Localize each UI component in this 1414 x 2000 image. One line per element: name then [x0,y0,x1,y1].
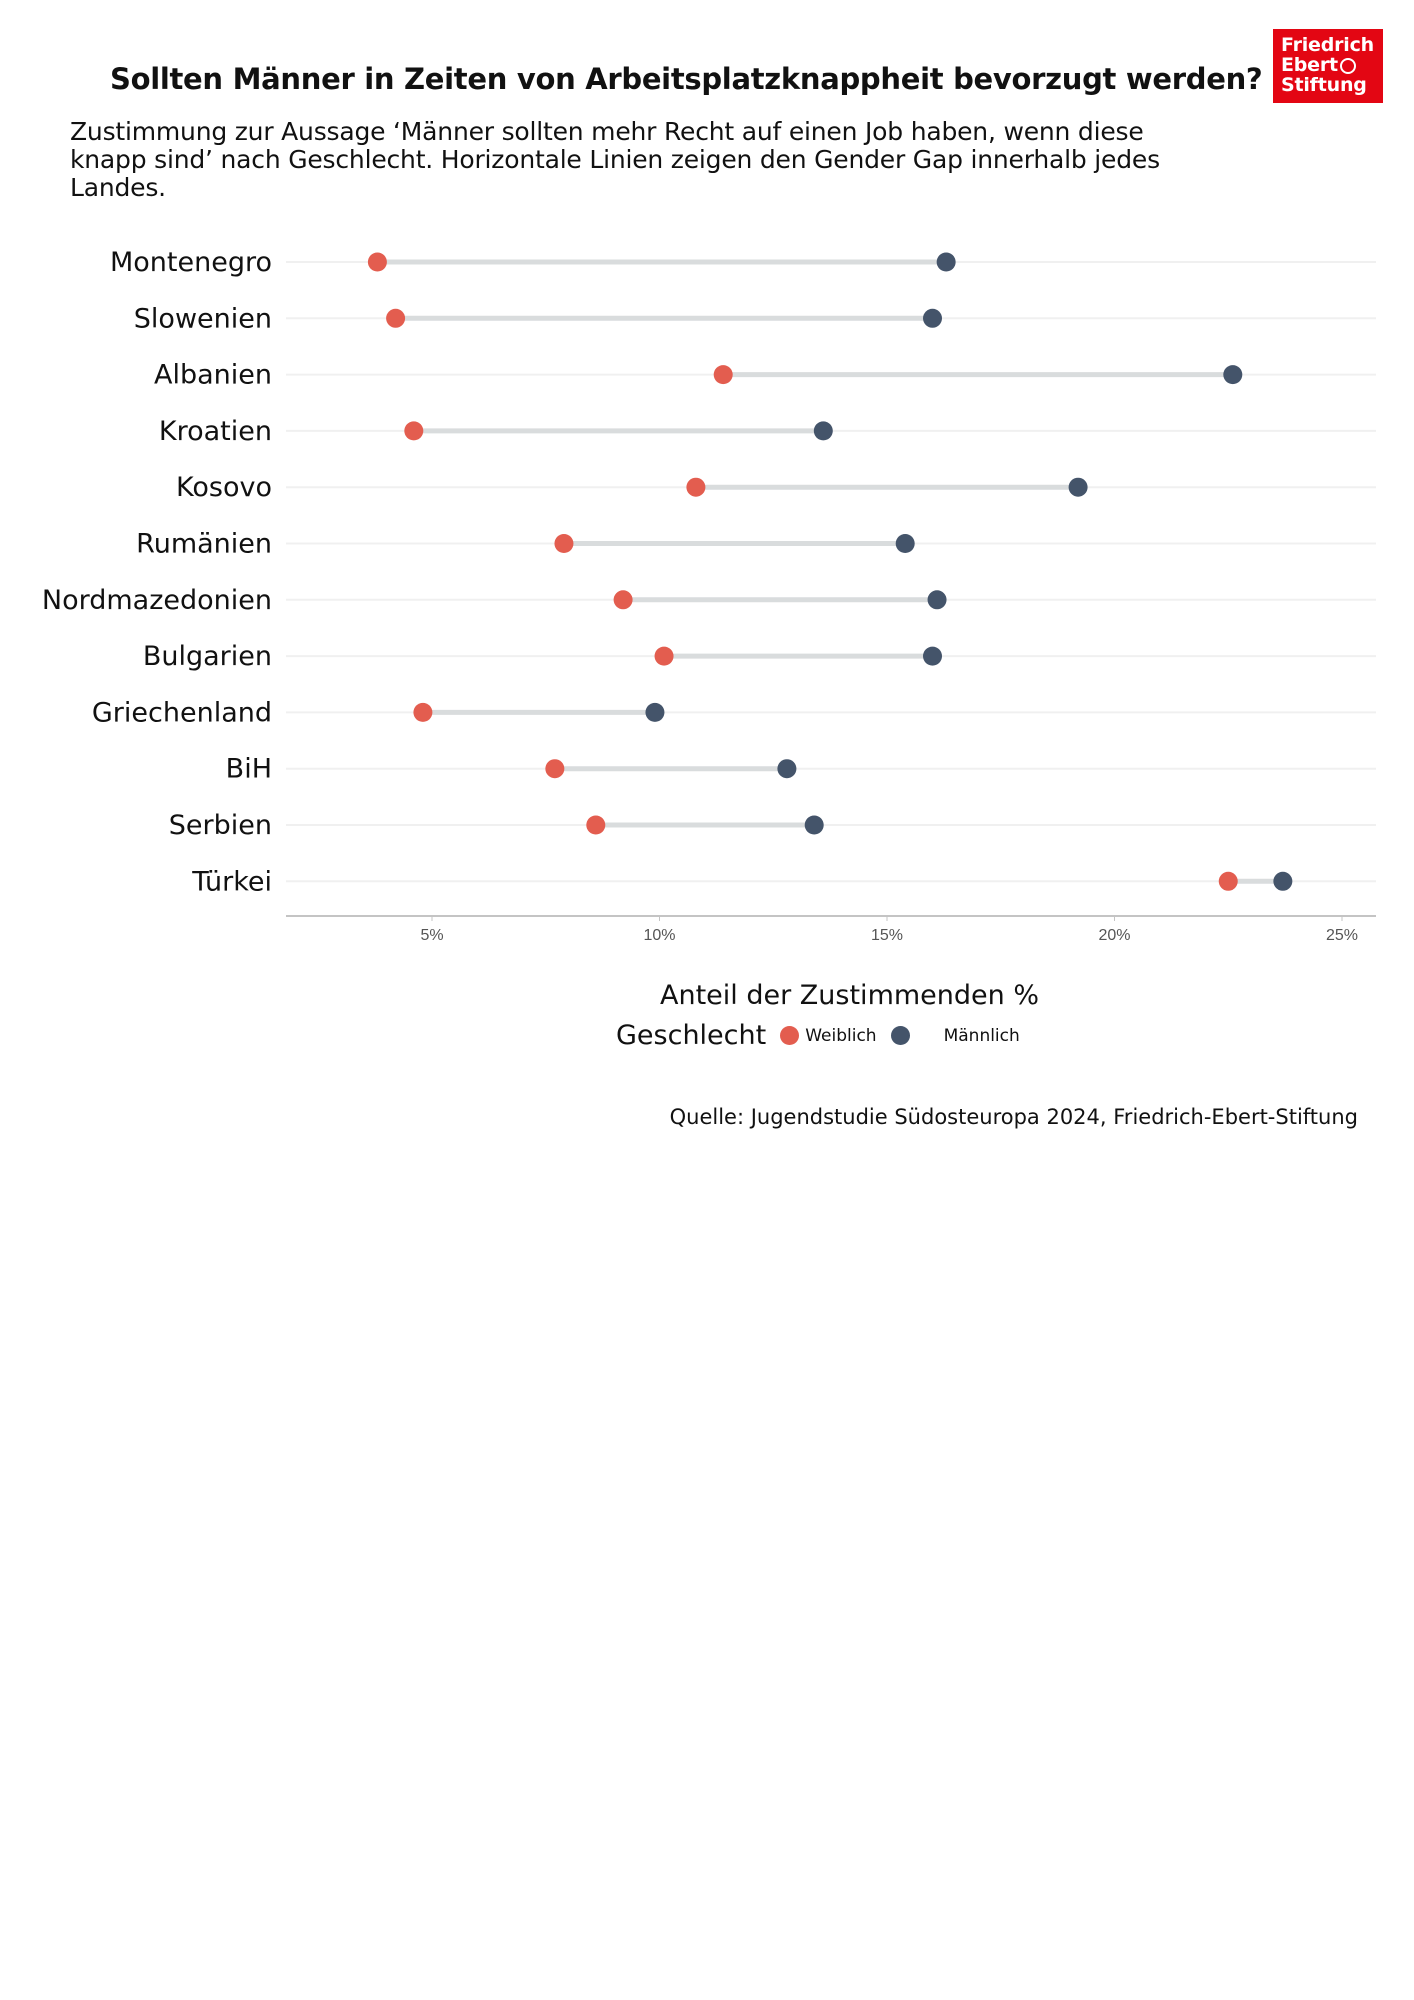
country-labels: Montenegro Slowenien Albanien Kroatien Kosov… [42,247,272,897]
country-label: Serbien [169,810,272,841]
dot-weiblich [404,421,424,441]
chart-title: Sollten Männer in Zeiten von Arbeitsplat… [110,62,1263,96]
x-axis: 5% 10% 15% 20% 25% [286,915,1376,944]
dot-weiblich [654,646,674,666]
gap-lines [377,259,1283,884]
source-note: Quelle: Jugendstudie Südosteuropa 2024, … [669,1105,1358,1129]
dot-maennlich [923,308,942,328]
country-label: BiH [226,754,272,785]
dot-weiblich [554,534,574,553]
country-label: Albanien [154,360,272,391]
legend-label-maennlich: Männlich [943,1025,1020,1046]
dot-maennlich [804,815,824,835]
dot-weiblich [1218,871,1238,891]
dot-maennlich [777,759,797,779]
country-label: Kosovo [176,472,272,503]
dot-weiblich [713,365,733,385]
country-label: Slowenien [134,303,272,334]
dot-weiblich [386,308,406,328]
country-label: Griechenland [92,697,272,728]
dot-weiblich [613,590,633,610]
dot-maennlich [923,646,942,666]
dot-maennlich [1068,477,1088,497]
dot-maennlich [813,421,833,441]
dot-maennlich [927,590,947,610]
country-label: Kroatien [159,416,272,447]
grid-lines [286,261,1376,883]
chart-subtitle: Zustimmung zur Aussage ‘Männer sollten m… [70,117,1160,202]
country-label: Montenegro [110,247,272,278]
fes-logo: Friedrich Ebert Stiftung [1273,29,1383,103]
globe-icon [1339,58,1356,74]
legend-marker-maennlich [890,1026,910,1045]
dot-weiblich [367,252,387,272]
x-tick-label: 25% [1326,927,1358,944]
dot-maennlich [936,252,956,272]
country-label: Türkei [191,866,272,897]
dot-maennlich [895,534,915,553]
dot-maennlich [645,702,665,722]
x-axis-title: Anteil der Zustimmenden % [660,980,1039,1011]
data-points [367,252,1293,891]
x-tick-label: 20% [1098,927,1130,944]
legend-title: Geschlecht [616,1020,767,1051]
legend-label-weiblich: Weiblich [805,1025,877,1046]
dot-maennlich [1273,871,1293,891]
legend-marker-weiblich [780,1026,800,1045]
logo-line-3: Stiftung [1281,74,1367,96]
logo-line-1: Friedrich [1281,34,1375,56]
logo-line-2: Ebert [1281,55,1383,75]
logo-line-2-text: Ebert [1281,54,1338,76]
dumbbell-chart: Montenegro Slowenien Albanien Kroatien Kosov… [42,247,1376,944]
dot-weiblich [686,477,706,497]
dot-weiblich [586,815,606,835]
dot-weiblich [545,759,565,779]
country-label: Nordmazedonien [42,585,272,616]
x-tick-label: 15% [871,927,903,944]
x-tick-label: 10% [643,927,675,944]
x-tick-label: 5% [420,927,443,944]
country-label: Bulgarien [143,641,272,672]
legend: Geschlecht Weiblich Männlich [616,1020,1034,1051]
dot-weiblich [413,702,433,722]
country-label: Rumänien [136,529,272,560]
dot-maennlich [1223,365,1243,385]
